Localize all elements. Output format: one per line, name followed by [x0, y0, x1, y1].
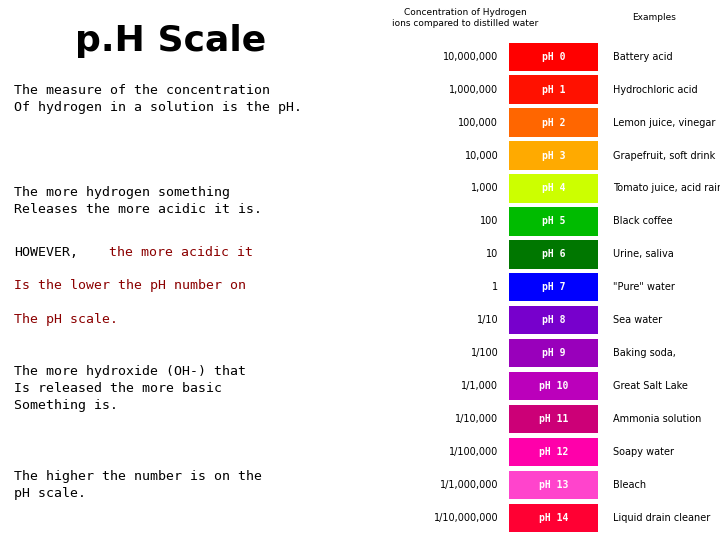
Text: Soapy water: Soapy water	[613, 447, 674, 457]
FancyBboxPatch shape	[509, 273, 598, 301]
Text: 1,000: 1,000	[471, 184, 498, 193]
Text: pH 11: pH 11	[539, 414, 568, 424]
Text: pH 12: pH 12	[539, 447, 568, 457]
Text: The measure of the concentration
Of hydrogen in a solution is the pH.: The measure of the concentration Of hydr…	[14, 84, 302, 114]
Text: pH 10: pH 10	[539, 381, 568, 391]
Text: pH 3: pH 3	[542, 151, 565, 160]
Text: pH 4: pH 4	[542, 184, 565, 193]
Text: Battery acid: Battery acid	[613, 52, 672, 62]
Text: Hydrochloric acid: Hydrochloric acid	[613, 85, 698, 94]
Text: 10,000,000: 10,000,000	[443, 52, 498, 62]
Text: pH 9: pH 9	[542, 348, 565, 358]
Text: 10,000: 10,000	[464, 151, 498, 160]
Text: Examples: Examples	[633, 14, 677, 23]
FancyBboxPatch shape	[509, 339, 598, 367]
Text: pH 8: pH 8	[542, 315, 565, 325]
Text: Ammonia solution: Ammonia solution	[613, 414, 701, 424]
Text: pH 2: pH 2	[542, 118, 565, 127]
FancyBboxPatch shape	[509, 109, 598, 137]
FancyBboxPatch shape	[509, 438, 598, 466]
Text: Is the lower the pH number on: Is the lower the pH number on	[14, 279, 246, 292]
Text: Liquid drain cleaner: Liquid drain cleaner	[613, 513, 710, 523]
Text: 1,000,000: 1,000,000	[449, 85, 498, 94]
Text: pH 6: pH 6	[542, 249, 565, 259]
Text: Tomato juice, acid rain: Tomato juice, acid rain	[613, 184, 720, 193]
Text: Grapefruit, soft drink: Grapefruit, soft drink	[613, 151, 715, 160]
Text: pH 13: pH 13	[539, 480, 568, 490]
FancyBboxPatch shape	[509, 76, 598, 104]
Text: pH 7: pH 7	[542, 282, 565, 292]
Text: HOWEVER,: HOWEVER,	[14, 246, 78, 259]
Text: 1/1,000,000: 1/1,000,000	[440, 480, 498, 490]
FancyBboxPatch shape	[509, 471, 598, 499]
FancyBboxPatch shape	[509, 372, 598, 400]
Text: The more hydrogen something
Releases the more acidic it is.: The more hydrogen something Releases the…	[14, 186, 262, 217]
Text: pH 14: pH 14	[539, 513, 568, 523]
Text: The pH scale.: The pH scale.	[14, 313, 118, 326]
Text: pH 0: pH 0	[542, 52, 565, 62]
FancyBboxPatch shape	[509, 240, 598, 268]
Text: 1/10,000: 1/10,000	[455, 414, 498, 424]
FancyBboxPatch shape	[509, 43, 598, 71]
Text: Great Salt Lake: Great Salt Lake	[613, 381, 688, 391]
FancyBboxPatch shape	[509, 141, 598, 170]
Text: Baking soda,: Baking soda,	[613, 348, 675, 358]
FancyBboxPatch shape	[509, 174, 598, 202]
Text: Bleach: Bleach	[613, 480, 646, 490]
FancyBboxPatch shape	[509, 207, 598, 235]
FancyBboxPatch shape	[509, 306, 598, 334]
Text: 1/100: 1/100	[470, 348, 498, 358]
Text: 1/1,000: 1/1,000	[462, 381, 498, 391]
Text: 1/100,000: 1/100,000	[449, 447, 498, 457]
Text: pH 1: pH 1	[542, 85, 565, 94]
Text: p.H Scale: p.H Scale	[76, 24, 266, 58]
Text: 10: 10	[486, 249, 498, 259]
Text: 100,000: 100,000	[459, 118, 498, 127]
Text: Black coffee: Black coffee	[613, 217, 672, 226]
Text: 1: 1	[492, 282, 498, 292]
Text: Concentration of Hydrogen
ions compared to distilled water: Concentration of Hydrogen ions compared …	[392, 8, 539, 28]
Text: Urine, saliva: Urine, saliva	[613, 249, 673, 259]
Text: Lemon juice, vinegar: Lemon juice, vinegar	[613, 118, 715, 127]
Text: The more hydroxide (OH-) that
Is released the more basic
Something is.: The more hydroxide (OH-) that Is release…	[14, 364, 246, 411]
Text: The higher the number is on the
pH scale.: The higher the number is on the pH scale…	[14, 470, 262, 500]
FancyBboxPatch shape	[509, 504, 598, 532]
FancyBboxPatch shape	[509, 405, 598, 433]
Text: Sea water: Sea water	[613, 315, 662, 325]
Text: 1/10: 1/10	[477, 315, 498, 325]
Text: the more acidic it: the more acidic it	[109, 246, 253, 259]
Text: 1/10,000,000: 1/10,000,000	[433, 513, 498, 523]
Text: 100: 100	[480, 217, 498, 226]
Text: pH 5: pH 5	[542, 217, 565, 226]
Text: "Pure" water: "Pure" water	[613, 282, 675, 292]
